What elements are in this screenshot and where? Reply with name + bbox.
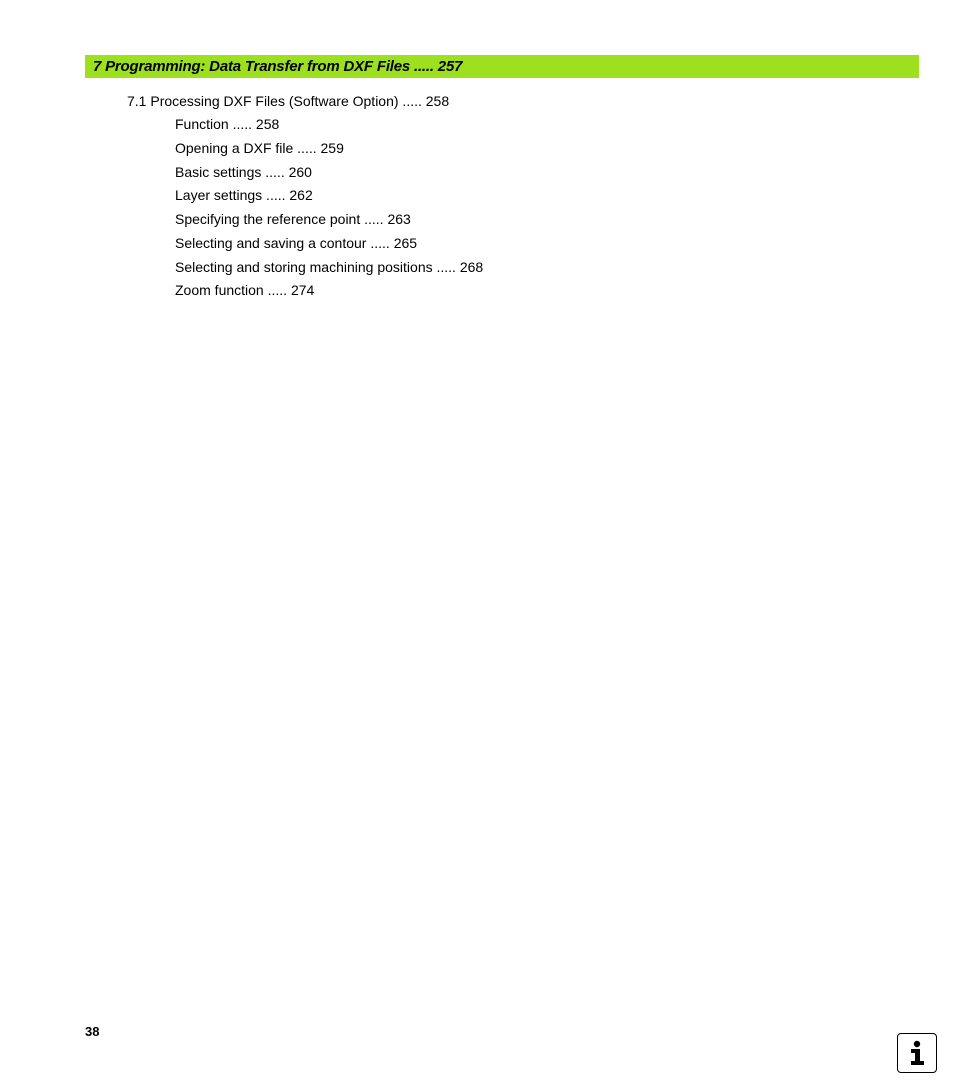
toc-sub-item: Selecting and storing machining position… <box>175 257 919 279</box>
page: 7 Programming: Data Transfer from DXF Fi… <box>0 0 954 1091</box>
info-icon <box>897 1033 937 1073</box>
toc-sub-item: Zoom function ..... 274 <box>175 280 919 302</box>
chapter-header: 7 Programming: Data Transfer from DXF Fi… <box>85 55 919 78</box>
page-number: 38 <box>85 1024 99 1039</box>
toc-sub-item: Layer settings ..... 262 <box>175 185 919 207</box>
toc-section: 7.1 Processing DXF Files (Software Optio… <box>127 90 919 112</box>
toc-sub-item: Opening a DXF file ..... 259 <box>175 138 919 160</box>
toc-sub-item: Basic settings ..... 260 <box>175 162 919 184</box>
toc-sub-item: Specifying the reference point ..... 263 <box>175 209 919 231</box>
toc-sub-item: Selecting and saving a contour ..... 265 <box>175 233 919 255</box>
toc-sub-item: Function ..... 258 <box>175 114 919 136</box>
